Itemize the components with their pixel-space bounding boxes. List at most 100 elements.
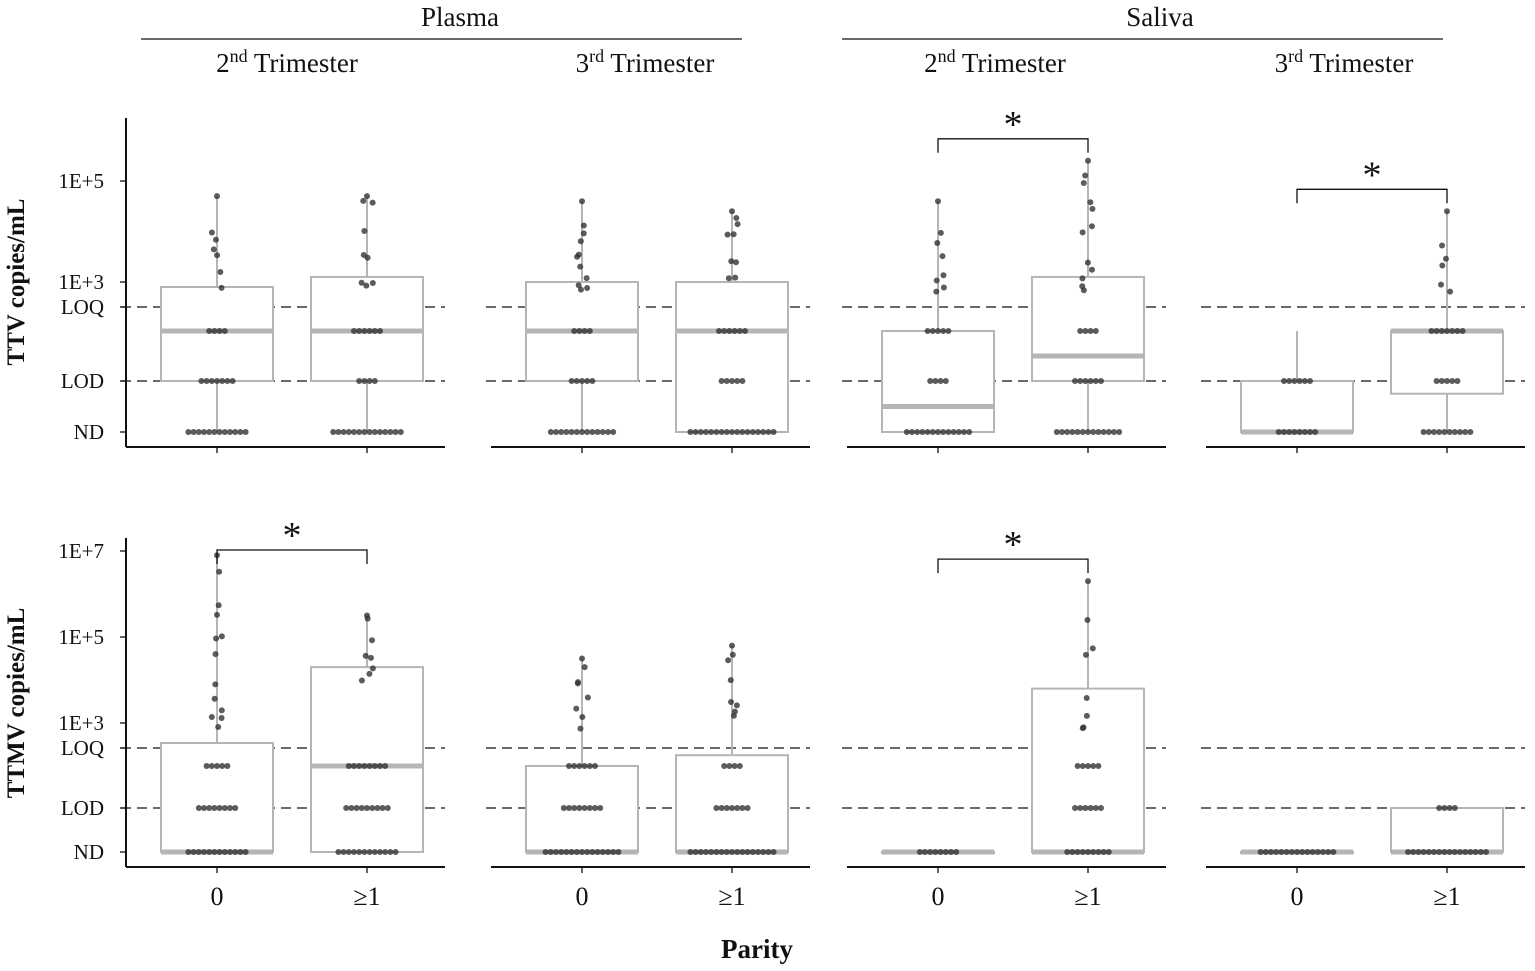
data-point: [208, 763, 215, 769]
data-point: [1092, 378, 1099, 384]
data-point: [1069, 429, 1076, 435]
data-point: [708, 849, 715, 855]
data-point: [384, 805, 391, 811]
box: [1390, 807, 1504, 853]
data-point: [361, 849, 368, 855]
data-point: [744, 849, 751, 855]
data-point: [713, 429, 720, 435]
x-tick-label: 0: [1291, 882, 1304, 911]
data-point: [1111, 429, 1117, 435]
data-point: [1325, 849, 1332, 855]
data-point: [221, 429, 228, 435]
data-point: [1299, 849, 1306, 855]
x-tick-label: ≥1: [1074, 882, 1101, 911]
data-point: [358, 677, 365, 684]
data-point: [716, 328, 722, 334]
data-point: [343, 805, 350, 811]
data-point: [939, 253, 946, 260]
data-point: [1281, 429, 1287, 435]
data-point: [579, 429, 585, 435]
data-point: [366, 378, 373, 384]
data-point: [697, 849, 704, 855]
data-point: [1095, 849, 1102, 855]
data-point: [1451, 429, 1458, 435]
data-point: [563, 429, 570, 435]
data-point: [201, 805, 207, 811]
data-point: [1095, 429, 1102, 435]
data-point: [940, 272, 947, 279]
data-point: [203, 763, 210, 769]
data-point: [1095, 763, 1102, 769]
data-point: [742, 328, 748, 334]
data-point: [1307, 429, 1313, 435]
box: [675, 754, 789, 854]
data-point: [729, 849, 735, 855]
data-point: [190, 429, 197, 435]
data-point: [1083, 695, 1090, 702]
data-point: [935, 429, 941, 435]
data-point: [1082, 805, 1089, 811]
data-point: [371, 849, 378, 855]
data-point: [583, 275, 590, 282]
data-point: [1451, 849, 1458, 855]
data-point: [953, 849, 960, 855]
data-point: [558, 429, 565, 435]
data-point: [1077, 805, 1084, 811]
data-point: [1425, 849, 1432, 855]
data-point: [573, 429, 580, 435]
significance-star: *: [1363, 154, 1382, 196]
group-header-saliva: Saliva: [1126, 2, 1194, 32]
data-point: [734, 378, 741, 384]
data-point: [368, 637, 375, 644]
data-point: [208, 378, 215, 384]
data-point: [1428, 328, 1435, 334]
box: [1031, 275, 1145, 383]
data-point: [932, 849, 939, 855]
data-point: [729, 429, 735, 435]
data-point: [1420, 849, 1427, 855]
data-point: [703, 849, 709, 855]
data-point: [573, 705, 580, 712]
data-point: [1087, 199, 1094, 206]
data-point: [566, 805, 572, 811]
data-point: [723, 429, 730, 435]
data-point: [584, 694, 591, 701]
data-point: [214, 763, 220, 769]
data-point: [579, 713, 586, 720]
data-point: [1405, 849, 1411, 855]
y-tick-label: LOD: [61, 796, 104, 820]
data-point: [356, 328, 363, 334]
data-point: [948, 849, 954, 855]
data-point: [1077, 378, 1084, 384]
data-point: [732, 274, 739, 281]
data-point: [605, 849, 611, 855]
data-point: [221, 328, 228, 334]
data-point: [909, 429, 915, 435]
data-point: [371, 429, 378, 435]
data-point: [1079, 275, 1086, 282]
data-point: [218, 714, 225, 721]
data-point: [1288, 849, 1295, 855]
data-point: [1074, 429, 1081, 435]
data-point: [227, 429, 233, 435]
data-point: [1462, 849, 1469, 855]
y-tick-label: ND: [74, 420, 104, 444]
data-point: [760, 849, 767, 855]
data-point: [725, 275, 732, 282]
data-point: [1457, 849, 1463, 855]
data-point: [212, 236, 219, 243]
significance-star: *: [1004, 524, 1023, 566]
data-point: [586, 328, 593, 334]
data-point: [345, 763, 352, 769]
data-point: [1082, 651, 1089, 658]
data-point: [692, 429, 699, 435]
box: [1240, 380, 1354, 433]
data-point: [215, 602, 222, 609]
data-point: [955, 429, 962, 435]
data-point: [351, 328, 357, 334]
data-point: [731, 708, 738, 715]
data-point: [1309, 849, 1316, 855]
data-point: [1281, 378, 1287, 384]
data-point: [731, 763, 738, 769]
data-point: [1449, 328, 1456, 334]
